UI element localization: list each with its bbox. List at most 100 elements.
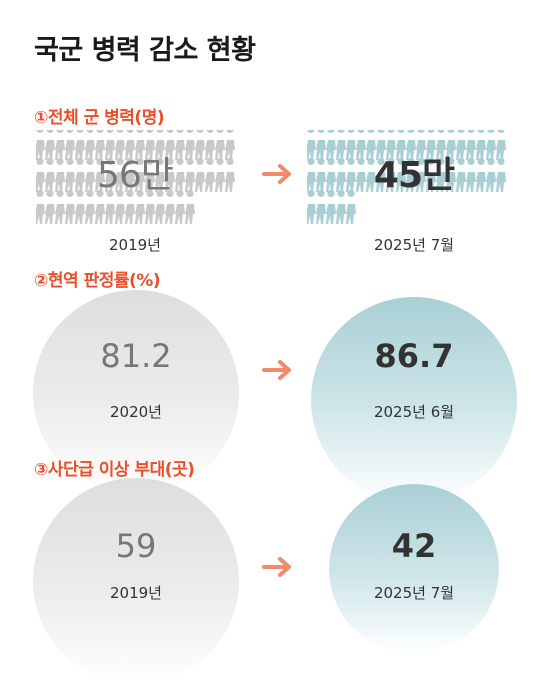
soldier-silhouette-icon bbox=[185, 157, 195, 192]
soldier-silhouette-icon bbox=[75, 189, 85, 224]
soldier-silhouette-icon bbox=[496, 157, 506, 192]
soldier-silhouette-icon bbox=[426, 130, 436, 160]
soldier-silhouette-icon bbox=[45, 157, 55, 192]
soldier-silhouette-icon bbox=[115, 157, 125, 192]
soldier-silhouette-icon bbox=[376, 157, 386, 192]
circle-2025-rate bbox=[311, 297, 517, 503]
soldier-silhouette-icon bbox=[95, 130, 105, 160]
soldier-silhouette-icon bbox=[145, 189, 155, 224]
soldier-silhouette-icon bbox=[125, 157, 135, 192]
soldier-silhouette-icon bbox=[436, 157, 446, 192]
soldier-silhouette-icon bbox=[125, 130, 135, 160]
soldier-silhouette-icon bbox=[215, 130, 225, 160]
soldier-silhouette-icon bbox=[55, 189, 65, 224]
circle-2020-rate bbox=[33, 290, 239, 496]
soldiers-2019-group bbox=[36, 130, 235, 224]
soldier-silhouette-icon bbox=[65, 130, 75, 160]
soldier-silhouette-icon bbox=[105, 189, 115, 224]
soldier-silhouette-icon bbox=[155, 130, 165, 160]
soldier-silhouette-icon bbox=[326, 189, 336, 224]
soldier-silhouette-icon bbox=[476, 130, 486, 160]
soldier-silhouette-icon bbox=[406, 130, 416, 160]
year-label-2025-7: 2025년 7월 bbox=[373, 236, 455, 254]
soldier-silhouette-icon bbox=[496, 130, 506, 160]
soldier-silhouette-icon bbox=[346, 130, 356, 160]
soldier-silhouette-icon bbox=[346, 189, 356, 224]
soldier-silhouette-icon bbox=[466, 157, 476, 192]
soldier-silhouette-icon bbox=[205, 157, 215, 192]
soldier-silhouette-icon bbox=[426, 157, 436, 192]
soldier-silhouette-icon bbox=[115, 189, 125, 224]
soldier-silhouette-icon bbox=[466, 130, 476, 160]
soldier-silhouette-icon bbox=[185, 189, 195, 224]
soldier-silhouette-icon bbox=[135, 130, 145, 160]
soldier-silhouette-icon bbox=[65, 189, 75, 224]
page-title: 국군 병력 감소 현황 bbox=[34, 35, 256, 66]
value-2025-troops: 45만 bbox=[373, 155, 455, 196]
soldier-silhouette-icon bbox=[307, 130, 316, 160]
soldier-silhouette-icon bbox=[155, 157, 165, 192]
soldier-silhouette-icon bbox=[85, 130, 95, 160]
soldier-silhouette-icon bbox=[155, 189, 165, 224]
soldier-silhouette-icon bbox=[336, 189, 346, 224]
soldier-silhouette-icon bbox=[175, 189, 185, 224]
soldier-silhouette-icon bbox=[486, 130, 496, 160]
year-label-2025-7-units: 2025년 7월 bbox=[373, 584, 455, 602]
soldier-silhouette-icon bbox=[356, 130, 366, 160]
soldier-silhouette-icon bbox=[165, 130, 175, 160]
soldier-silhouette-icon bbox=[105, 157, 115, 192]
soldier-silhouette-icon bbox=[205, 130, 215, 160]
soldier-silhouette-icon bbox=[326, 130, 336, 160]
soldier-silhouette-icon bbox=[316, 157, 326, 192]
soldier-silhouette-icon bbox=[396, 157, 406, 192]
soldier-silhouette-icon bbox=[476, 157, 486, 192]
soldier-silhouette-icon bbox=[45, 189, 55, 224]
soldier-silhouette-icon bbox=[45, 130, 55, 160]
soldier-silhouette-icon bbox=[436, 130, 446, 160]
soldier-silhouette-icon bbox=[416, 130, 426, 160]
soldier-silhouette-icon bbox=[85, 157, 95, 192]
soldier-silhouette-icon bbox=[185, 130, 195, 160]
soldier-silhouette-icon bbox=[135, 189, 145, 224]
year-label-2019: 2019년 bbox=[109, 236, 161, 254]
soldier-silhouette-icon bbox=[346, 157, 356, 192]
soldier-silhouette-icon bbox=[225, 157, 235, 192]
soldier-silhouette-icon bbox=[336, 157, 346, 192]
section-1-label: ①전체 군 병력(명) bbox=[34, 108, 165, 128]
soldier-silhouette-icon bbox=[75, 157, 85, 192]
soldier-silhouette-icon bbox=[75, 130, 85, 160]
soldier-silhouette-icon bbox=[175, 130, 185, 160]
value-2025-rate: 86.7 bbox=[374, 337, 454, 375]
soldier-silhouette-icon bbox=[307, 157, 316, 192]
circle-2025-units bbox=[329, 484, 499, 654]
soldier-silhouette-icon bbox=[36, 189, 45, 224]
section-2-label: ②현역 판정률(%) bbox=[34, 271, 161, 291]
soldier-silhouette-icon bbox=[36, 157, 45, 192]
soldier-silhouette-icon bbox=[145, 157, 155, 192]
soldier-silhouette-icon bbox=[316, 189, 326, 224]
soldier-silhouette-icon bbox=[376, 130, 386, 160]
soldier-silhouette-icon bbox=[55, 157, 65, 192]
arrow-right-icon bbox=[262, 164, 291, 184]
soldier-silhouette-icon bbox=[55, 130, 65, 160]
soldier-silhouette-icon bbox=[386, 157, 396, 192]
soldier-silhouette-icon bbox=[456, 157, 466, 192]
circle-2019-units bbox=[33, 478, 239, 684]
soldier-silhouette-icon bbox=[165, 189, 175, 224]
soldier-silhouette-icon bbox=[307, 189, 316, 224]
soldier-silhouette-icon bbox=[195, 157, 205, 192]
arrow-right-icon bbox=[262, 557, 291, 577]
soldier-silhouette-icon bbox=[85, 189, 95, 224]
soldier-silhouette-icon bbox=[65, 157, 75, 192]
value-2019-units: 59 bbox=[115, 527, 157, 565]
soldier-silhouette-icon bbox=[386, 130, 396, 160]
soldier-silhouette-icon bbox=[95, 157, 105, 192]
soldier-silhouette-icon bbox=[215, 157, 225, 192]
soldier-silhouette-icon bbox=[396, 130, 406, 160]
soldier-silhouette-icon bbox=[135, 157, 145, 192]
soldier-silhouette-icon bbox=[356, 157, 366, 192]
soldier-silhouette-icon bbox=[125, 189, 135, 224]
value-2025-units: 42 bbox=[391, 527, 437, 565]
value-2020-rate: 81.2 bbox=[100, 337, 172, 375]
soldier-silhouette-icon bbox=[225, 130, 235, 160]
